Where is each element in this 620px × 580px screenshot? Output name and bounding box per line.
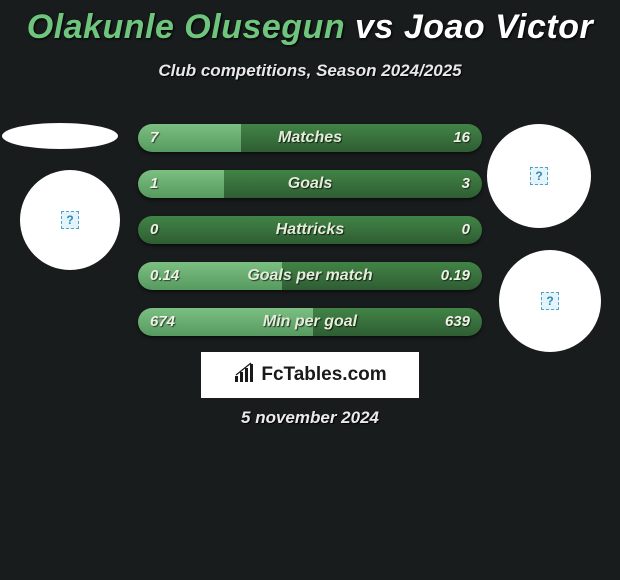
stat-value-right: 0.19 bbox=[441, 262, 470, 290]
stat-label: Goals bbox=[138, 170, 482, 198]
ellipse-decoration bbox=[2, 123, 118, 149]
player1-avatar: ? bbox=[20, 170, 120, 270]
stat-label: Hattricks bbox=[138, 216, 482, 244]
stat-value-right: 3 bbox=[462, 170, 470, 198]
stat-value-right: 16 bbox=[453, 124, 470, 152]
vs-text: vs bbox=[355, 8, 394, 46]
stat-bar: 0Hattricks0 bbox=[138, 216, 482, 244]
stat-label: Min per goal bbox=[138, 308, 482, 336]
player2-club-logo: ? bbox=[487, 124, 591, 228]
stat-bar: 7Matches16 bbox=[138, 124, 482, 152]
image-placeholder-icon: ? bbox=[541, 292, 559, 310]
brand-label: FcTables.com bbox=[261, 364, 386, 386]
brand-chart-icon bbox=[233, 362, 257, 389]
date-label: 5 november 2024 bbox=[0, 408, 620, 428]
player2-name: Joao Victor bbox=[404, 8, 593, 46]
player1-name: Olakunle Olusegun bbox=[27, 8, 345, 46]
brand-box: FcTables.com bbox=[201, 352, 419, 398]
stat-bars-container: 7Matches16 1Goals3 0Hattricks0 0.14Goals pe… bbox=[138, 124, 482, 354]
stat-label: Goals per match bbox=[138, 262, 482, 290]
image-placeholder-icon: ? bbox=[61, 211, 79, 229]
subtitle: Club competitions, Season 2024/2025 bbox=[0, 61, 620, 81]
player2-avatar: ? bbox=[499, 250, 601, 352]
stat-label: Matches bbox=[138, 124, 482, 152]
stat-value-right: 0 bbox=[462, 216, 470, 244]
image-placeholder-icon: ? bbox=[530, 167, 548, 185]
stat-bar: 674Min per goal639 bbox=[138, 308, 482, 336]
stat-bar: 0.14Goals per match0.19 bbox=[138, 262, 482, 290]
stat-bar: 1Goals3 bbox=[138, 170, 482, 198]
page-title: Olakunle Olusegun vs Joao Victor bbox=[0, 0, 620, 47]
stat-value-right: 639 bbox=[445, 308, 470, 336]
